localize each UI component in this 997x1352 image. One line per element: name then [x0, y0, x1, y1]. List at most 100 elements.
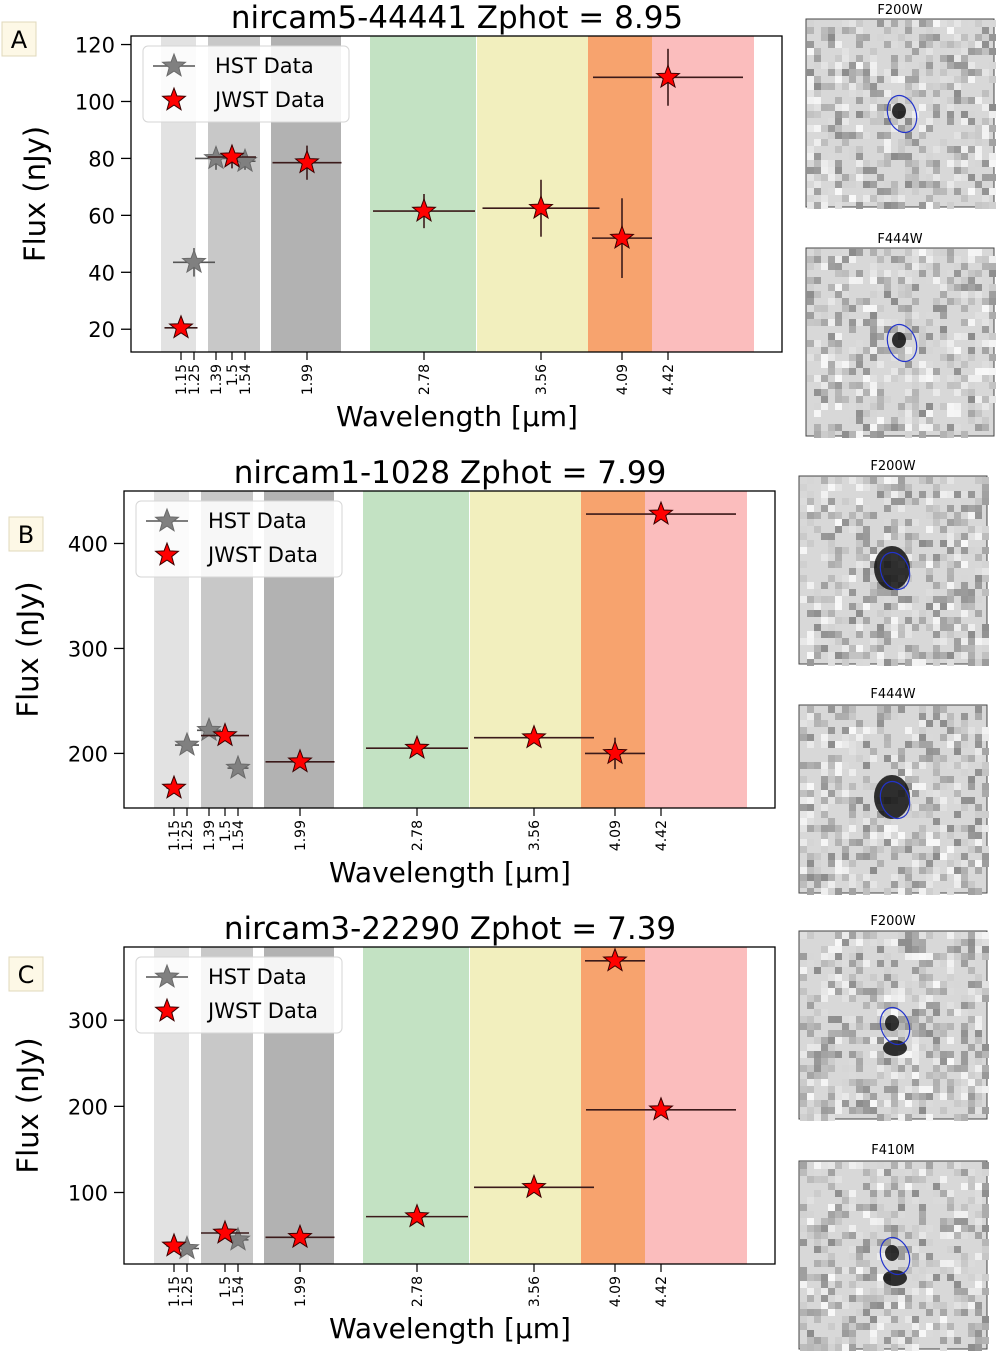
noise-pixel	[835, 104, 842, 111]
noise-pixel	[975, 1065, 982, 1072]
noise-pixel	[877, 589, 884, 596]
star-marker	[294, 149, 320, 174]
noise-pixel	[842, 69, 849, 76]
noise-pixel	[898, 603, 905, 610]
noise-pixel	[884, 1030, 891, 1037]
noise-pixel	[975, 249, 982, 256]
noise-pixel	[870, 881, 877, 888]
noise-pixel	[856, 153, 863, 160]
noise-pixel	[807, 1218, 814, 1225]
noise-pixel	[975, 554, 982, 561]
noise-pixel	[905, 498, 912, 505]
noise-pixel	[905, 645, 912, 652]
noise-pixel	[870, 589, 877, 596]
noise-pixel	[912, 1016, 919, 1023]
noise-pixel	[842, 547, 849, 554]
noise-pixel	[954, 1009, 961, 1016]
noise-pixel	[912, 659, 919, 666]
noise-pixel	[947, 1330, 954, 1337]
noise-pixel	[968, 860, 975, 867]
noise-pixel	[884, 1183, 891, 1190]
noise-pixel	[821, 263, 828, 270]
noise-pixel	[975, 505, 982, 512]
noise-pixel	[905, 41, 912, 48]
noise-pixel	[926, 319, 933, 326]
noise-pixel	[842, 575, 849, 582]
noise-pixel	[856, 1107, 863, 1114]
noise-pixel	[961, 1225, 968, 1232]
noise-pixel	[800, 1302, 807, 1309]
noise-pixel	[926, 1100, 933, 1107]
noise-pixel	[856, 277, 863, 284]
noise-pixel	[905, 874, 912, 881]
noise-pixel	[870, 90, 877, 97]
noise-pixel	[926, 1225, 933, 1232]
noise-pixel	[968, 1183, 975, 1190]
noise-pixel	[821, 776, 828, 783]
noise-pixel	[856, 1246, 863, 1253]
noise-pixel	[975, 396, 982, 403]
noise-pixel	[982, 160, 989, 167]
noise-pixel	[884, 132, 891, 139]
chart-title: nircam1-1028 Zphot = 7.99	[234, 455, 667, 491]
star-marker	[609, 224, 635, 249]
noise-pixel	[905, 1232, 912, 1239]
noise-pixel	[975, 825, 982, 832]
noise-pixel	[926, 1114, 933, 1121]
x-tick-label: 3.56	[534, 364, 550, 395]
noise-pixel	[877, 1316, 884, 1323]
noise-pixel	[828, 104, 835, 111]
noise-pixel	[968, 512, 975, 519]
noise-pixel	[800, 1016, 807, 1023]
noise-pixel	[954, 741, 961, 748]
noise-pixel	[877, 706, 884, 713]
noise-pixel	[849, 769, 856, 776]
noise-pixel	[870, 727, 877, 734]
noise-pixel	[807, 1309, 814, 1316]
noise-pixel	[933, 1009, 940, 1016]
noise-pixel	[821, 41, 828, 48]
noise-pixel	[940, 839, 947, 846]
noise-pixel	[828, 83, 835, 90]
noise-pixel	[835, 55, 842, 62]
noise-pixel	[905, 249, 912, 256]
noise-pixel	[863, 1260, 870, 1267]
noise-pixel	[877, 347, 884, 354]
noise-pixel	[856, 403, 863, 410]
noise-pixel	[807, 41, 814, 48]
noise-pixel	[849, 153, 856, 160]
noise-pixel	[975, 1253, 982, 1260]
noise-pixel	[940, 1218, 947, 1225]
noise-pixel	[968, 284, 975, 291]
noise-pixel	[905, 960, 912, 967]
noise-pixel	[933, 762, 940, 769]
noise-pixel	[842, 1086, 849, 1093]
noise-pixel	[821, 1065, 828, 1072]
noise-pixel	[807, 319, 814, 326]
noise-pixel	[933, 888, 940, 895]
noise-pixel	[919, 1232, 926, 1239]
panel-A: nircam5-44441 Zphot = 8.95A2040608010012…	[1, 0, 783, 433]
noise-pixel	[835, 76, 842, 83]
noise-pixel	[905, 319, 912, 326]
noise-pixel	[842, 20, 849, 27]
noise-pixel	[919, 617, 926, 624]
noise-pixel	[849, 249, 856, 256]
noise-pixel	[926, 888, 933, 895]
noise-pixel	[800, 1204, 807, 1211]
noise-pixel	[989, 202, 996, 209]
noise-pixel	[863, 505, 870, 512]
noise-pixel	[905, 431, 912, 438]
noise-pixel	[954, 491, 961, 498]
noise-pixel	[814, 97, 821, 104]
noise-pixel	[919, 610, 926, 617]
noise-pixel	[842, 1100, 849, 1107]
star-marker	[411, 197, 437, 222]
noise-pixel	[968, 939, 975, 946]
noise-pixel	[954, 153, 961, 160]
jwst-point-1	[161, 1232, 187, 1257]
noise-pixel	[814, 195, 821, 202]
noise-pixel	[982, 312, 989, 319]
noise-pixel	[884, 188, 891, 195]
noise-pixel	[842, 1016, 849, 1023]
